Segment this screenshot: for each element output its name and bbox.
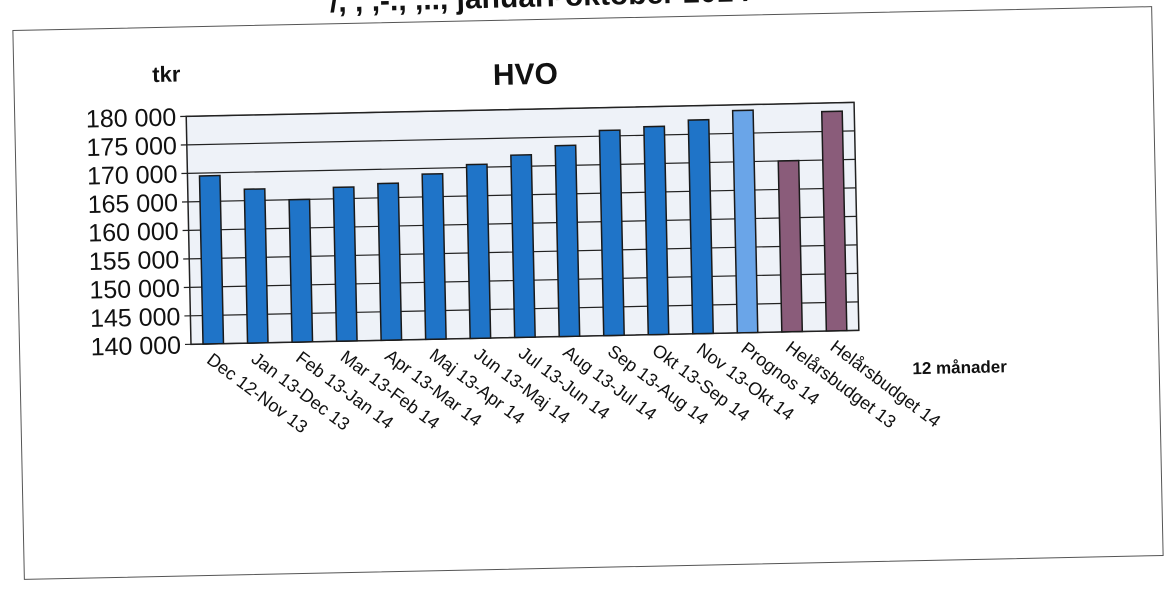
bar [822, 111, 847, 331]
bar [555, 145, 579, 336]
y-tick-label: 140 000 [90, 332, 181, 362]
chart-title: HVO [493, 58, 559, 92]
chart-frame: HVO tkr 12 månader 180 000 175 000 170 000… [12, 6, 1163, 580]
bar [778, 161, 802, 332]
bar [378, 183, 402, 340]
bar [244, 189, 268, 343]
bar [599, 130, 624, 336]
bar [199, 176, 223, 345]
bar [688, 120, 713, 334]
bar [422, 174, 446, 340]
y-tick-label: 165 000 [87, 189, 178, 219]
bar [733, 110, 758, 333]
y-tick-label: 145 000 [90, 303, 181, 333]
bar [644, 126, 669, 334]
y-tick-label: 170 000 [87, 161, 178, 191]
bar [333, 187, 357, 341]
y-tick-label: 155 000 [89, 246, 180, 276]
bar [289, 199, 312, 342]
x-axis-label: 12 månader [912, 357, 1007, 378]
bar [511, 155, 535, 338]
y-axis-label: tkr [152, 61, 181, 87]
y-tick-label: 175 000 [86, 132, 177, 162]
y-tick-label: 160 000 [88, 218, 179, 248]
y-tick-label: 150 000 [89, 275, 180, 305]
bar [467, 164, 491, 338]
y-tick-label: 180 000 [86, 104, 177, 134]
